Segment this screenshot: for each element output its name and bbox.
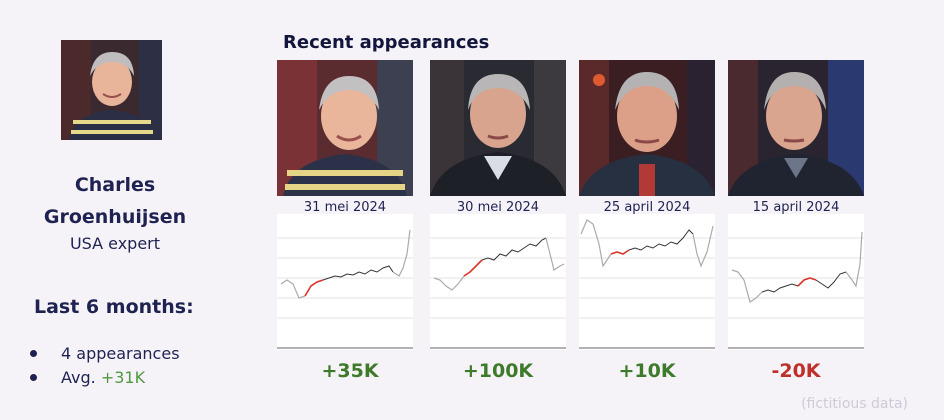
person-portrait-icon: [579, 60, 715, 196]
person-role: USA expert: [69, 234, 161, 253]
section-title: Recent appearances: [283, 32, 490, 53]
appearance-thumbnail-3[interactable]: [579, 60, 715, 196]
footnote: (fictitious data): [801, 396, 908, 412]
appearance-thumbnail-2[interactable]: [430, 60, 566, 196]
appearance-chart-1: [277, 214, 413, 350]
appearance-delta-3: +10K: [618, 360, 676, 382]
person-portrait-icon: [728, 60, 864, 196]
person-portrait-icon: [61, 40, 162, 140]
appearance-date-4: 15 april 2024: [752, 200, 840, 215]
appearance-thumbnail-1[interactable]: [277, 60, 413, 196]
appearance-date-3: 25 april 2024: [603, 200, 691, 215]
bullet-icon: [30, 374, 37, 381]
appearance-delta-1: +35K: [321, 360, 379, 382]
appearance-chart-2: [430, 214, 566, 350]
person-portrait-icon: [430, 60, 566, 196]
appearance-date-1: 31 mei 2024: [303, 200, 387, 215]
profile-photo: [61, 40, 162, 140]
appearance-delta-4: -20K: [771, 360, 821, 382]
stat-appearances-text: 4 appearances: [61, 344, 180, 363]
stat-average-value: +31K: [100, 368, 146, 387]
bullet-icon: [30, 350, 37, 357]
appearance-thumbnail-4[interactable]: [728, 60, 864, 196]
appearance-chart-4: [728, 214, 864, 350]
stat-average-label: Avg.: [61, 368, 96, 387]
stat-average: Avg. +31K: [30, 368, 145, 387]
appearance-chart-3: [579, 214, 715, 350]
person-last-name: Groenhuijsen: [43, 206, 187, 228]
person-portrait-icon: [277, 60, 413, 196]
stats-heading: Last 6 months:: [34, 296, 194, 318]
appearance-date-2: 30 mei 2024: [456, 200, 540, 215]
stat-appearances: 4 appearances: [30, 344, 180, 363]
appearance-delta-2: +100K: [462, 360, 534, 382]
person-first-name: Charles: [74, 174, 156, 196]
